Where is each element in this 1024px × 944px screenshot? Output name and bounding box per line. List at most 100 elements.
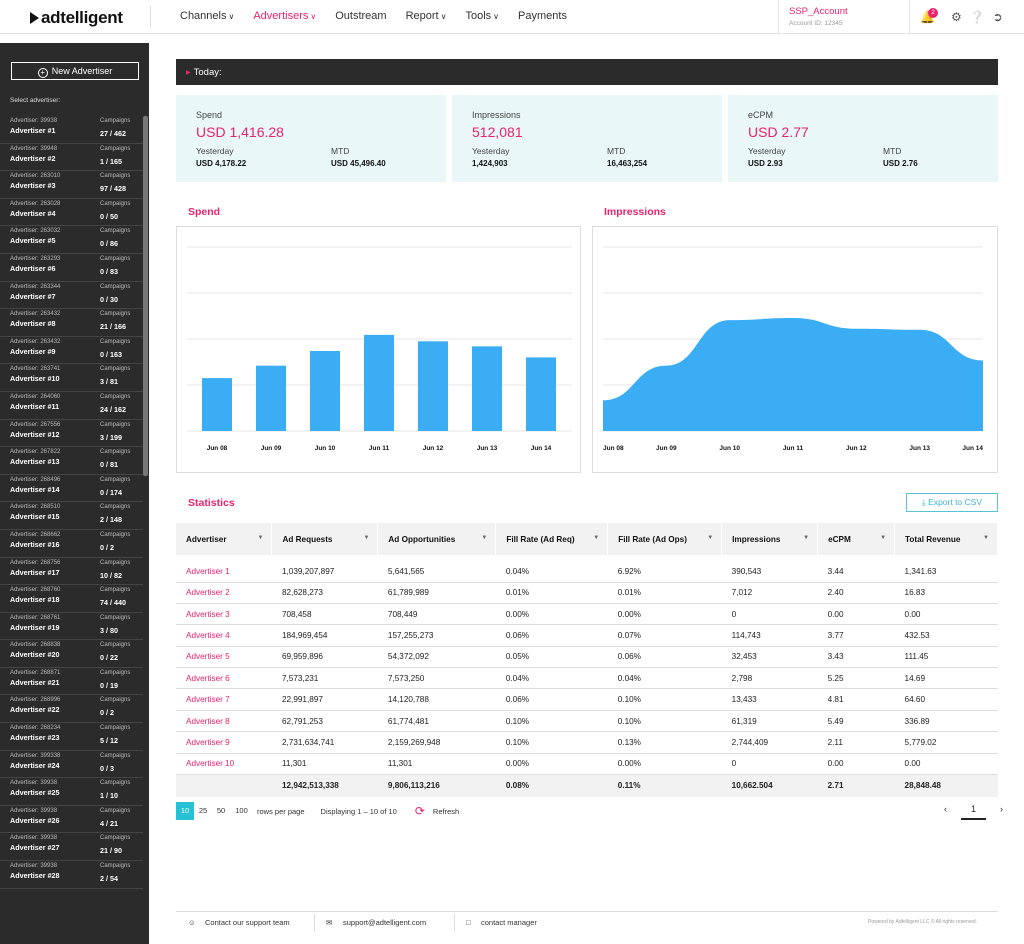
table-cell: 184,969,454 (271, 624, 378, 647)
advertiser-id: Advertiser: 267822 (10, 449, 61, 456)
column-header[interactable]: Impressions ▼ (721, 523, 819, 555)
sidebar-advertiser-item[interactable]: Advertiser: 268510 Advertiser #15 Campaign… (0, 502, 143, 530)
chevron-right-icon[interactable]: › (1000, 804, 1004, 814)
sort-icon[interactable]: ▼ (363, 534, 370, 541)
column-header[interactable]: Total Revenue ▼ (894, 523, 998, 555)
sidebar-advertiser-item[interactable]: Advertiser: 263032 Advertiser #5 Campaigns… (0, 226, 143, 254)
page-size-option[interactable]: 10 (176, 802, 194, 820)
sidebar-advertiser-item[interactable]: Advertiser: 268756 Advertiser #17 Campaign… (0, 558, 143, 586)
sidebar-advertiser-item[interactable]: Advertiser: 39938 Advertiser #28 Campaigns… (0, 861, 143, 889)
refresh-label[interactable]: Refresh (432, 806, 460, 816)
column-header[interactable]: eCPM ▼ (817, 523, 896, 555)
nav-item-advertisers[interactable]: Advertisers ∨ (253, 10, 316, 22)
advertiser-link[interactable]: Advertiser 8 (176, 710, 272, 733)
page-size-option[interactable]: 25 (198, 806, 208, 815)
advertiser-link[interactable]: Advertiser 6 (176, 667, 272, 690)
advertiser-link[interactable]: Advertiser 3 (176, 603, 272, 626)
table-cell: 61,774,481 (377, 710, 496, 733)
nav-item-channels[interactable]: Channels ∨ (180, 10, 234, 22)
sidebar-advertiser-item[interactable]: Advertiser: 268838 Advertiser #20 Campaign… (0, 640, 143, 668)
sidebar-advertiser-item[interactable]: Advertiser: 399338 Advertiser #24 Campaign… (0, 751, 143, 779)
sort-icon[interactable]: ▼ (880, 534, 887, 541)
sidebar-advertiser-item[interactable]: Advertiser: 39938 Advertiser #25 Campaigns… (0, 778, 143, 806)
sidebar-advertiser-item[interactable]: Advertiser: 39938 Advertiser #26 Campaigns… (0, 806, 143, 834)
column-header[interactable]: Ad Opportunities ▼ (377, 523, 497, 555)
sidebar-advertiser-item[interactable]: Advertiser: 39938 Advertiser #27 Campaigns… (0, 833, 143, 862)
advertiser-link[interactable]: Advertiser 7 (176, 688, 272, 711)
sidebar-advertiser-item[interactable]: Advertiser: 263344 Advertiser #7 Campaigns… (0, 282, 143, 310)
support-link[interactable]: Contact our support team (205, 918, 290, 927)
sidebar-advertiser-item[interactable]: Advertiser: 263028 Advertiser #4 Campaigns… (0, 199, 143, 227)
sort-icon[interactable]: ▼ (983, 534, 989, 541)
export-csv-button[interactable]: ⤓ Export to CSV (906, 493, 998, 512)
nav-item-tools[interactable]: Tools ∨ (465, 10, 499, 22)
column-header[interactable]: Fill Rate (Ad Req) ▼ (495, 523, 609, 555)
advertiser-link[interactable]: Advertiser 4 (176, 624, 272, 647)
sidebar-advertiser-item[interactable]: Advertiser: 268996 Advertiser #22 Campaign… (0, 695, 143, 724)
nav-item-report[interactable]: Report ∨ (406, 10, 447, 22)
sidebar-scrollbar[interactable] (143, 116, 148, 476)
sidebar-advertiser-item[interactable]: Advertiser: 268760 Advertiser #18 Campaign… (0, 585, 143, 613)
total-cell: 0.11% (607, 774, 722, 797)
table-row: Advertiser 1 1,039,207,897 5,641,565 0.04% 6… (176, 555, 998, 583)
table-cell: 82,628,273 (271, 582, 378, 604)
sort-icon[interactable]: ▼ (707, 534, 714, 541)
sort-icon[interactable]: ▼ (803, 534, 810, 541)
column-header[interactable]: Ad Requests ▼ (271, 523, 379, 555)
chevron-left-icon[interactable]: ‹ (944, 804, 947, 814)
campaigns-count: 0 / 50 (100, 211, 118, 221)
advertiser-link[interactable]: Advertiser 10 (176, 753, 272, 776)
total-cell: 2.71 (817, 774, 895, 797)
sidebar-advertiser-item[interactable]: Advertiser: 263432 Advertiser #8 Campaigns… (0, 309, 143, 337)
sidebar-advertiser-item[interactable]: Advertiser: 268871 Advertiser #21 Campaign… (0, 668, 143, 696)
sort-icon[interactable]: ▼ (593, 534, 600, 541)
sidebar-advertiser-item[interactable]: Advertiser: 268496 Advertiser #14 Campaign… (0, 475, 143, 503)
new-advertiser-button[interactable]: + New Advertiser (11, 62, 139, 80)
advertiser-link[interactable]: Advertiser 5 (176, 646, 272, 669)
help-icon[interactable]: ❔ (969, 10, 985, 24)
logo[interactable]: adtelligent (30, 8, 123, 28)
table-cell: 0.00 (894, 603, 998, 626)
column-header[interactable]: Fill Rate (Ad Ops) ▼ (607, 523, 723, 555)
sort-icon[interactable]: ▼ (257, 534, 264, 541)
table-row: Advertiser 6 7,573,231 7,573,250 0.04% 0.04%… (176, 667, 998, 690)
table-row: Advertiser 5 69,959,896 54,372,092 0.05% 0.0… (176, 646, 998, 669)
advertiser-id: Advertiser: 268761 (10, 614, 61, 621)
sidebar-advertiser-item[interactable]: Advertiser: 263293 Advertiser #6 Campaigns… (0, 254, 143, 282)
sidebar-advertiser-item[interactable]: Advertiser: 268761 Advertiser #19 Campaign… (0, 613, 143, 641)
sidebar-advertiser-item[interactable]: Advertiser: 267822 Advertiser #13 Campaign… (0, 447, 143, 475)
sidebar-advertiser-item[interactable]: Advertiser: 267556 Advertiser #12 Campaign… (0, 420, 143, 448)
current-page[interactable]: 1 (961, 804, 987, 820)
sidebar-advertiser-item[interactable]: Advertiser: 263010 Advertiser #3 Campaigns… (0, 171, 143, 199)
bar-jun-13 (472, 346, 502, 431)
page-size-option[interactable]: 50 (216, 806, 226, 815)
advertiser-name: Advertiser #3 (10, 181, 56, 191)
bell-icon[interactable]: 🔔 2 (920, 8, 938, 24)
account-switcher[interactable]: SSP_Account Account ID: 12345 (778, 0, 910, 34)
page-size-option[interactable]: 100 (235, 806, 248, 815)
user-icon: ☺ (188, 918, 196, 927)
support-email-link[interactable]: support@adtelligent.com (343, 918, 427, 927)
sort-icon[interactable]: ▼ (481, 534, 488, 541)
yesterday-label: Yesterday (748, 146, 786, 156)
nav-item-label: Advertisers (253, 10, 309, 22)
advertiser-link[interactable]: Advertiser 9 (176, 731, 272, 754)
table-cell: 54,372,092 (377, 646, 496, 669)
sidebar-advertiser-item[interactable]: Advertiser: 263432 Advertiser #9 Campaigns… (0, 337, 143, 365)
advertiser-link[interactable]: Advertiser 2 (176, 582, 272, 604)
column-header[interactable]: Advertiser ▼ (176, 523, 273, 555)
sidebar-advertiser-item[interactable]: Advertiser: 264060 Advertiser #11 Campaign… (0, 392, 143, 420)
nav-item-payments[interactable]: Payments (518, 10, 567, 22)
sidebar-advertiser-item[interactable]: Advertiser: 39938 Advertiser #1 Campaigns 2… (0, 116, 143, 144)
sidebar-advertiser-item[interactable]: Advertiser: 268662 Advertiser #16 Campaign… (0, 530, 143, 558)
refresh-icon[interactable]: ⟳ (414, 804, 425, 818)
table-cell: 157,255,273 (377, 624, 496, 647)
sidebar-advertiser-item[interactable]: Advertiser: 39948 Advertiser #2 Campaigns 1… (0, 144, 143, 172)
sidebar-advertiser-item[interactable]: Advertiser: 268234 Advertiser #23 Campaign… (0, 723, 143, 751)
nav-item-outstream[interactable]: Outstream (335, 10, 386, 22)
gear-icon[interactable]: ⚙ (950, 10, 962, 24)
contact-manager-link[interactable]: contact manager (481, 918, 537, 927)
advertiser-link[interactable]: Advertiser 1 (176, 555, 272, 583)
logout-icon[interactable]: ➲ (992, 10, 1003, 24)
sidebar-advertiser-item[interactable]: Advertiser: 263741 Advertiser #10 Campaign… (0, 364, 143, 392)
